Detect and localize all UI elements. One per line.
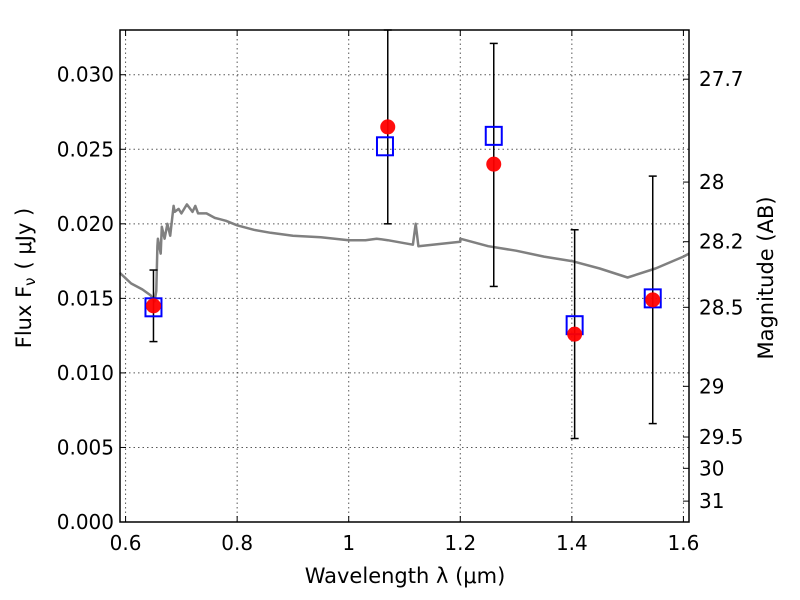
x-tick-label: 0.6 bbox=[110, 531, 142, 555]
right-tick-label: 28.2 bbox=[699, 230, 744, 254]
y-axis-title-unit: ( μJy ) bbox=[12, 208, 36, 270]
observed-data-point bbox=[567, 326, 583, 342]
y-tick-label: 0.020 bbox=[57, 212, 114, 236]
y-axis-title-text: Flux F bbox=[12, 286, 36, 348]
right-tick-label: 29.5 bbox=[699, 425, 744, 449]
svg-text:Flux Fν( μJy ): Flux Fν ( μJy ) bbox=[12, 208, 39, 349]
y-tick-label: 0.015 bbox=[57, 286, 114, 310]
model-photometry-point bbox=[643, 288, 662, 309]
right-tick-label: 28.5 bbox=[699, 295, 744, 319]
right-tick-label: 30 bbox=[699, 456, 724, 480]
observed-data-point bbox=[486, 156, 502, 172]
right-tick-label: 28 bbox=[699, 170, 724, 194]
tick-layer: 0.6 0.8 1 1.2 1.4 1.6 0.000 0.005 0.010 0.015 0.02… bbox=[57, 30, 744, 555]
right-tick-label: 31 bbox=[699, 489, 724, 513]
model-photometry-point bbox=[484, 125, 503, 146]
x-tick-label: 1 bbox=[342, 531, 355, 555]
plot-frame bbox=[119, 29, 690, 523]
x-axis-title: Wavelength λ (μm) bbox=[305, 564, 506, 588]
observed-data-point bbox=[145, 298, 161, 314]
model-photometry-point bbox=[375, 136, 394, 157]
model-spectrum-line bbox=[119, 203, 690, 303]
grid bbox=[120, 30, 689, 523]
x-tick-label: 1.4 bbox=[556, 531, 588, 555]
right-tick-label: 29 bbox=[699, 374, 724, 398]
y-tick-label: 0.010 bbox=[57, 361, 114, 385]
model-photometry-layer bbox=[144, 125, 662, 336]
right-axis-title: Magnitude (AB) bbox=[754, 196, 778, 359]
observed-data-point bbox=[645, 292, 661, 308]
y-tick-label: 0.005 bbox=[57, 435, 114, 459]
right-tick-label: 27.7 bbox=[699, 67, 744, 91]
y-axis-title-subscript: ν bbox=[21, 277, 39, 285]
observed-photometry-layer bbox=[145, 119, 661, 342]
x-tick-label: 1.2 bbox=[444, 531, 476, 555]
observed-data-point bbox=[380, 119, 396, 135]
y-tick-label: 0.030 bbox=[57, 63, 114, 87]
y-axis-title: Flux Fν ( μJy ) bbox=[12, 208, 39, 349]
y-tick-label: 0.025 bbox=[57, 137, 114, 161]
x-tick-label: 0.8 bbox=[221, 531, 253, 555]
model-photometry-point bbox=[144, 297, 163, 318]
errorbar-layer bbox=[149, 29, 657, 440]
spectrum-layer bbox=[119, 203, 690, 303]
x-tick-label: 1.6 bbox=[668, 531, 700, 555]
y-tick-label: 0.000 bbox=[57, 510, 114, 534]
